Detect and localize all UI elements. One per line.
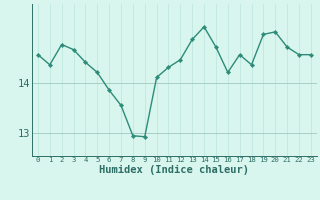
X-axis label: Humidex (Indice chaleur): Humidex (Indice chaleur)	[100, 165, 249, 175]
